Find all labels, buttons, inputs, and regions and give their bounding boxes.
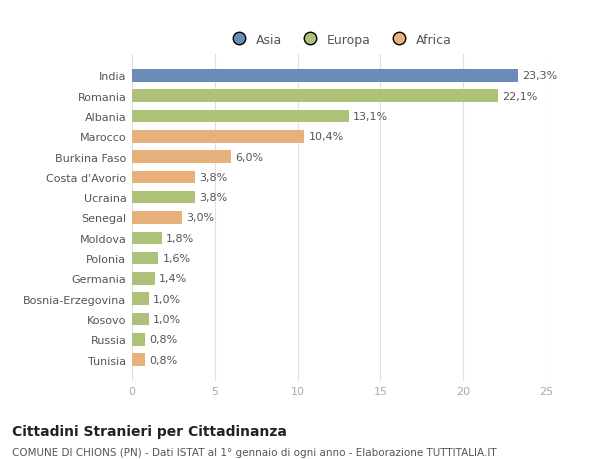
Text: Cittadini Stranieri per Cittadinanza: Cittadini Stranieri per Cittadinanza [12,425,287,438]
Bar [132,353,145,366]
Bar [132,293,149,305]
Legend: Asia, Europa, Africa: Asia, Europa, Africa [221,29,457,52]
Text: 10,4%: 10,4% [308,132,344,142]
Bar [132,212,182,224]
Bar [132,151,232,163]
Text: 0,8%: 0,8% [149,335,178,345]
Bar [132,273,155,285]
Text: 6,0%: 6,0% [235,152,263,162]
Text: 13,1%: 13,1% [353,112,388,122]
Bar [132,252,158,265]
Text: 3,0%: 3,0% [186,213,214,223]
Bar [132,111,349,123]
Text: 22,1%: 22,1% [502,91,538,101]
Text: 3,8%: 3,8% [199,193,227,203]
Text: COMUNE DI CHIONS (PN) - Dati ISTAT al 1° gennaio di ogni anno - Elaborazione TUT: COMUNE DI CHIONS (PN) - Dati ISTAT al 1°… [12,448,497,458]
Bar [132,333,145,346]
Text: 1,0%: 1,0% [152,314,181,325]
Text: 1,6%: 1,6% [163,253,191,263]
Bar [132,90,498,103]
Bar [132,313,149,325]
Text: 23,3%: 23,3% [522,71,557,81]
Bar [132,232,162,245]
Bar [132,171,195,184]
Bar [132,191,195,204]
Text: 3,8%: 3,8% [199,173,227,183]
Text: 0,8%: 0,8% [149,355,178,365]
Text: 1,0%: 1,0% [152,294,181,304]
Bar [132,70,518,83]
Text: 1,8%: 1,8% [166,233,194,243]
Bar [132,131,304,143]
Text: 1,4%: 1,4% [160,274,188,284]
